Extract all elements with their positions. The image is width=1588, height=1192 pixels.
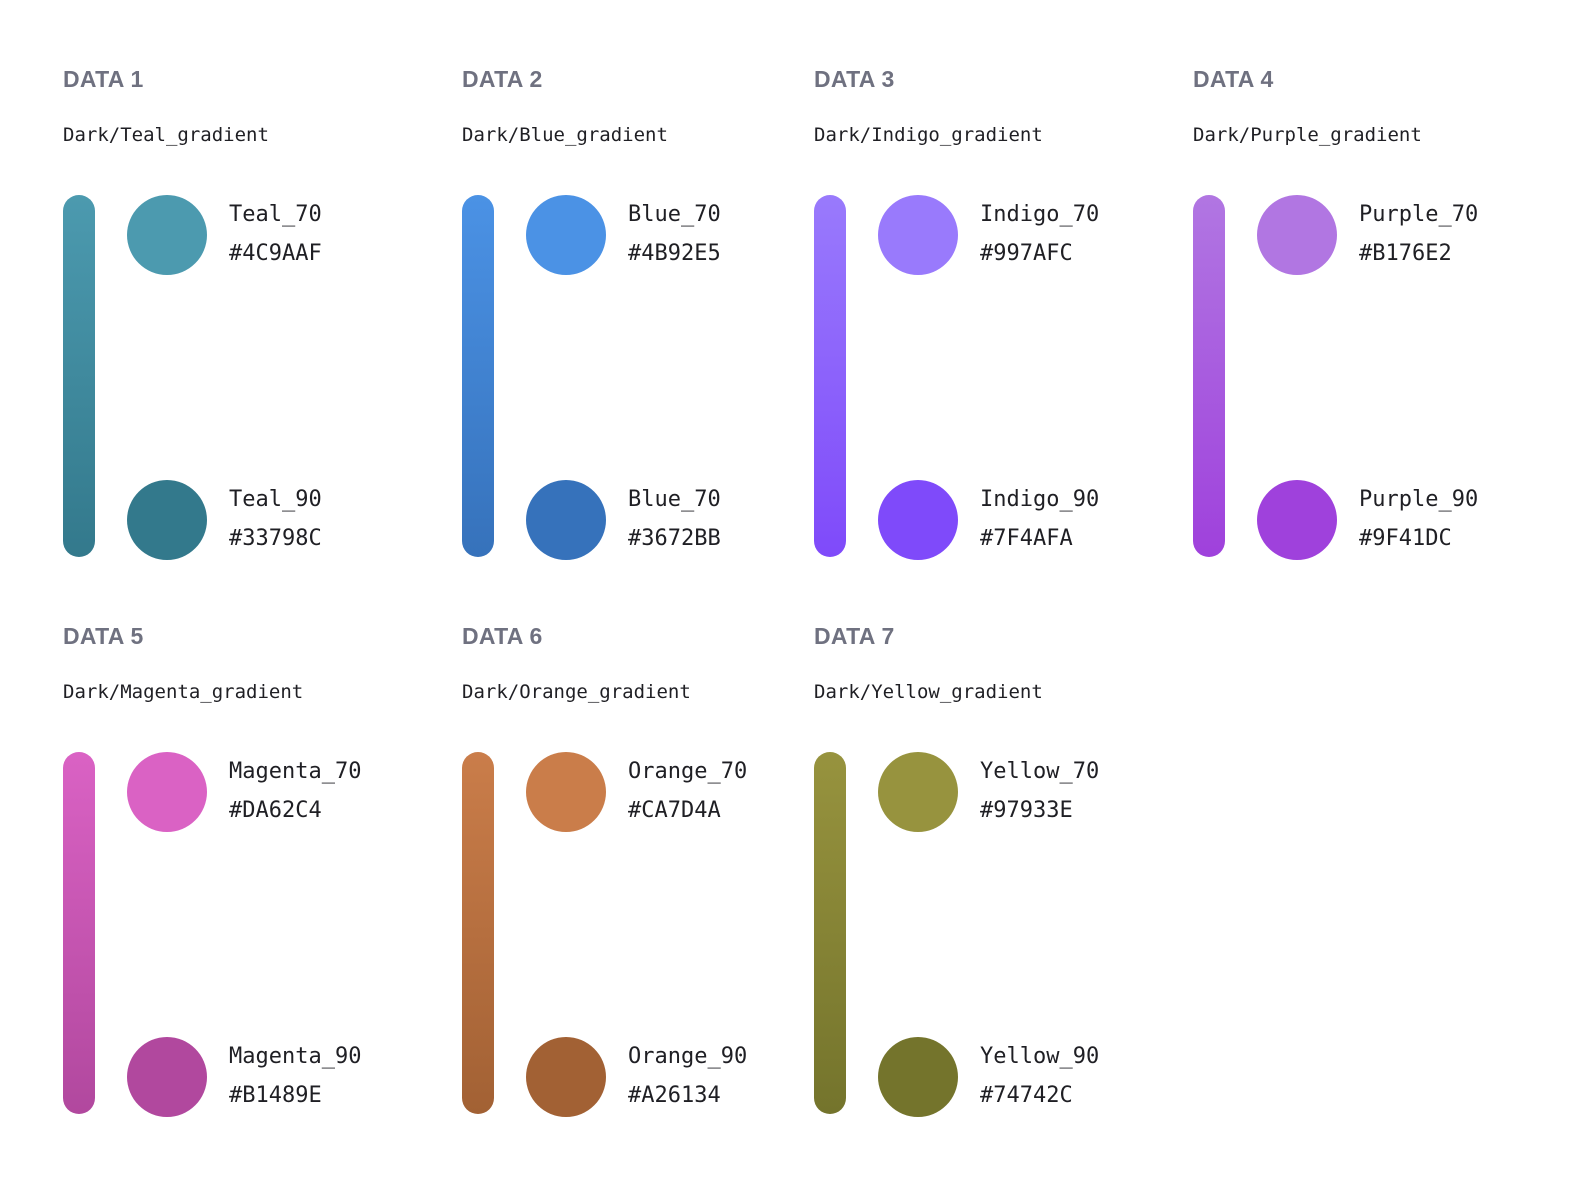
color-hex-bottom: #9F41DC	[1359, 526, 1452, 551]
gradient-name: Dark/Blue_gradient	[462, 124, 668, 146]
color-hex-top: #97933E	[980, 798, 1073, 823]
gradient-bar	[1193, 195, 1225, 557]
color-swatch-top	[127, 752, 207, 832]
color-hex-bottom: #33798C	[229, 526, 322, 551]
color-group-data-3: DATA 3 Dark/Indigo_gradient Indigo_70 #9…	[814, 65, 1174, 565]
color-group-data-5: DATA 5 Dark/Magenta_gradient Magenta_70 …	[63, 622, 423, 1122]
group-title: DATA 3	[814, 66, 895, 92]
gradient-name: Dark/Magenta_gradient	[63, 681, 304, 703]
color-name-top: Magenta_70	[229, 759, 362, 784]
group-title: DATA 4	[1193, 66, 1274, 92]
gradient-name: Dark/Teal_gradient	[63, 124, 269, 146]
color-group-data-1: DATA 1 Dark/Teal_gradient Teal_70 #4C9AA…	[63, 65, 423, 565]
gradient-bar	[462, 195, 494, 557]
group-title: DATA 6	[462, 623, 543, 649]
color-hex-top: #DA62C4	[229, 798, 322, 823]
color-swatch-top	[127, 195, 207, 275]
gradient-bar	[63, 752, 95, 1114]
color-name-top: Teal_70	[229, 202, 322, 227]
gradient-name: Dark/Orange_gradient	[462, 681, 691, 703]
color-name-bottom: Teal_90	[229, 487, 322, 512]
color-name-bottom: Yellow_90	[980, 1044, 1100, 1069]
group-title: DATA 5	[63, 623, 144, 649]
group-title: DATA 1	[63, 66, 144, 92]
color-group-data-2: DATA 2 Dark/Blue_gradient Blue_70 #4B92E…	[462, 65, 822, 565]
color-hex-top: #B176E2	[1359, 241, 1452, 266]
color-group-data-6: DATA 6 Dark/Orange_gradient Orange_70 #C…	[462, 622, 822, 1122]
color-swatch-top	[878, 195, 958, 275]
color-swatch-top	[526, 195, 606, 275]
gradient-name: Dark/Purple_gradient	[1193, 124, 1422, 146]
color-hex-top: #CA7D4A	[628, 798, 721, 823]
color-name-top: Orange_70	[628, 759, 748, 784]
color-name-top: Indigo_70	[980, 202, 1100, 227]
gradient-bar	[63, 195, 95, 557]
color-group-data-7: DATA 7 Dark/Yellow_gradient Yellow_70 #9…	[814, 622, 1174, 1122]
color-name-bottom: Indigo_90	[980, 487, 1100, 512]
group-title: DATA 7	[814, 623, 895, 649]
color-name-top: Yellow_70	[980, 759, 1100, 784]
color-name-bottom: Purple_90	[1359, 487, 1479, 512]
gradient-bar	[462, 752, 494, 1114]
color-name-bottom: Blue_70	[628, 487, 721, 512]
color-swatch-bottom	[526, 1037, 606, 1117]
color-name-top: Blue_70	[628, 202, 721, 227]
gradient-bar	[814, 752, 846, 1114]
color-hex-bottom: #B1489E	[229, 1083, 322, 1108]
color-swatch-bottom	[526, 480, 606, 560]
color-swatch-bottom	[127, 1037, 207, 1117]
color-swatch-top	[526, 752, 606, 832]
color-hex-bottom: #3672BB	[628, 526, 721, 551]
color-swatch-top	[1257, 195, 1337, 275]
color-hex-top: #4B92E5	[628, 241, 721, 266]
group-title: DATA 2	[462, 66, 543, 92]
color-group-data-4: DATA 4 Dark/Purple_gradient Purple_70 #B…	[1193, 65, 1553, 565]
color-name-top: Purple_70	[1359, 202, 1479, 227]
color-swatch-bottom	[1257, 480, 1337, 560]
gradient-name: Dark/Indigo_gradient	[814, 124, 1043, 146]
color-hex-top: #4C9AAF	[229, 241, 322, 266]
color-swatch-bottom	[878, 1037, 958, 1117]
color-swatch-top	[878, 752, 958, 832]
color-hex-bottom: #7F4AFA	[980, 526, 1073, 551]
color-name-bottom: Orange_90	[628, 1044, 748, 1069]
color-hex-bottom: #A26134	[628, 1083, 721, 1108]
color-swatch-bottom	[127, 480, 207, 560]
gradient-bar	[814, 195, 846, 557]
gradient-name: Dark/Yellow_gradient	[814, 681, 1043, 703]
color-hex-top: #997AFC	[980, 241, 1073, 266]
color-hex-bottom: #74742C	[980, 1083, 1073, 1108]
color-swatch-bottom	[878, 480, 958, 560]
color-name-bottom: Magenta_90	[229, 1044, 362, 1069]
